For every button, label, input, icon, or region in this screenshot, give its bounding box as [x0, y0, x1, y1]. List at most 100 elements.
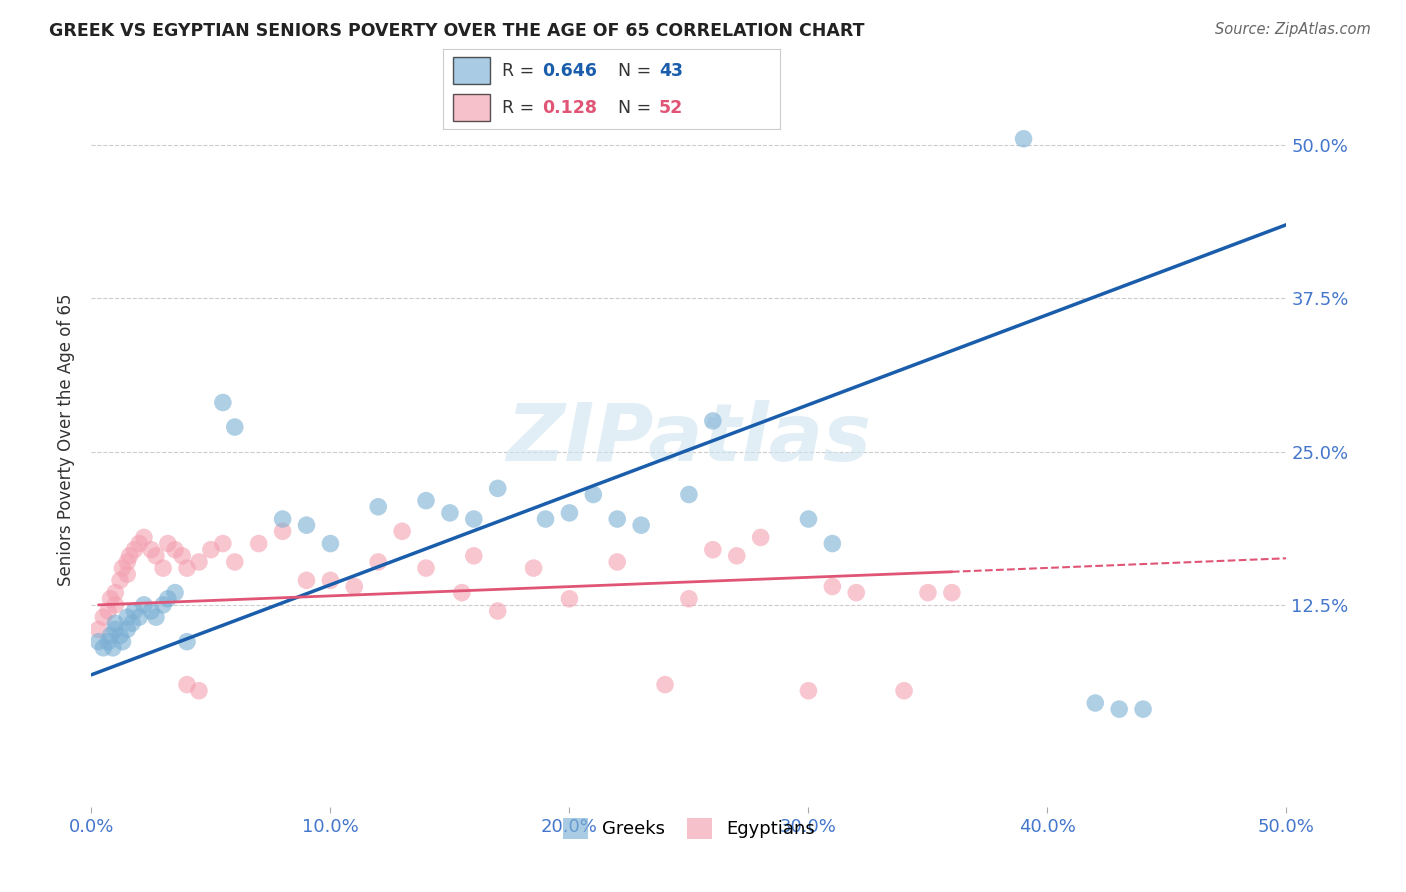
Point: [702, 542, 724, 557]
Point: [211, 536, 233, 550]
Point: [391, 524, 413, 539]
Point: [93, 640, 114, 655]
Point: [558, 506, 581, 520]
Point: [115, 567, 138, 582]
Point: [141, 542, 162, 557]
Point: [295, 574, 318, 588]
Point: [145, 610, 167, 624]
Point: [97, 604, 120, 618]
Point: [132, 598, 155, 612]
Point: [172, 549, 194, 563]
Point: [104, 585, 127, 599]
Point: [821, 536, 844, 550]
Point: [87, 623, 110, 637]
Point: [606, 512, 628, 526]
Point: [1084, 696, 1107, 710]
Text: GREEK VS EGYPTIAN SENIORS POVERTY OVER THE AGE OF 65 CORRELATION CHART: GREEK VS EGYPTIAN SENIORS POVERTY OVER T…: [49, 22, 865, 40]
Point: [211, 395, 233, 409]
Point: [121, 616, 143, 631]
Text: R =: R =: [502, 99, 540, 117]
Legend: Greeks, Egyptians: Greeks, Egyptians: [555, 811, 823, 847]
Point: [132, 530, 155, 544]
Text: R =: R =: [502, 62, 540, 79]
Text: 0.646: 0.646: [543, 62, 598, 79]
Point: [845, 585, 868, 599]
Point: [941, 585, 963, 599]
Point: [176, 678, 198, 692]
Point: [156, 591, 179, 606]
Point: [415, 493, 437, 508]
FancyBboxPatch shape: [453, 94, 491, 121]
Text: N =: N =: [619, 62, 657, 79]
Point: [367, 555, 389, 569]
Point: [463, 549, 485, 563]
Point: [797, 512, 820, 526]
Point: [749, 530, 772, 544]
Point: [163, 542, 186, 557]
Point: [224, 420, 246, 434]
Text: 43: 43: [659, 62, 683, 79]
Point: [108, 629, 131, 643]
Point: [87, 634, 110, 648]
Point: [111, 561, 134, 575]
Point: [1108, 702, 1130, 716]
Point: [486, 604, 509, 618]
Point: [118, 549, 141, 563]
Text: Source: ZipAtlas.com: Source: ZipAtlas.com: [1215, 22, 1371, 37]
Point: [104, 616, 127, 631]
Point: [176, 634, 198, 648]
Point: [156, 536, 179, 550]
Point: [821, 580, 844, 594]
Point: [100, 591, 122, 606]
FancyBboxPatch shape: [453, 57, 491, 85]
Point: [558, 591, 581, 606]
Point: [128, 536, 150, 550]
Point: [271, 524, 294, 539]
Point: [319, 574, 342, 588]
Point: [797, 683, 820, 698]
Point: [104, 623, 127, 637]
Point: [101, 640, 124, 655]
Point: [415, 561, 437, 575]
Point: [534, 512, 557, 526]
Point: [115, 610, 138, 624]
Text: 0.128: 0.128: [543, 99, 598, 117]
Point: [247, 536, 270, 550]
Point: [104, 598, 127, 612]
Point: [582, 487, 605, 501]
Point: [111, 634, 134, 648]
Y-axis label: Seniors Poverty Over the Age of 65: Seniors Poverty Over the Age of 65: [58, 293, 76, 585]
Point: [319, 536, 342, 550]
Point: [630, 518, 652, 533]
Point: [486, 482, 509, 496]
Point: [100, 629, 122, 643]
Point: [141, 604, 162, 618]
Point: [1012, 132, 1035, 146]
Point: [893, 683, 915, 698]
Point: [606, 555, 628, 569]
Point: [678, 487, 700, 501]
Point: [187, 555, 211, 569]
Point: [450, 585, 472, 599]
Point: [439, 506, 461, 520]
Point: [1132, 702, 1154, 716]
Point: [145, 549, 167, 563]
Text: ZIPatlas: ZIPatlas: [506, 401, 872, 478]
Point: [367, 500, 389, 514]
Point: [917, 585, 939, 599]
Point: [224, 555, 246, 569]
Point: [128, 610, 150, 624]
Point: [463, 512, 485, 526]
Point: [97, 634, 120, 648]
Point: [678, 591, 700, 606]
Point: [163, 585, 186, 599]
Point: [702, 414, 724, 428]
Point: [124, 604, 146, 618]
Point: [93, 610, 114, 624]
Point: [152, 561, 174, 575]
Point: [343, 580, 366, 594]
Point: [176, 561, 198, 575]
Point: [654, 678, 676, 692]
Point: [271, 512, 294, 526]
Point: [187, 683, 211, 698]
